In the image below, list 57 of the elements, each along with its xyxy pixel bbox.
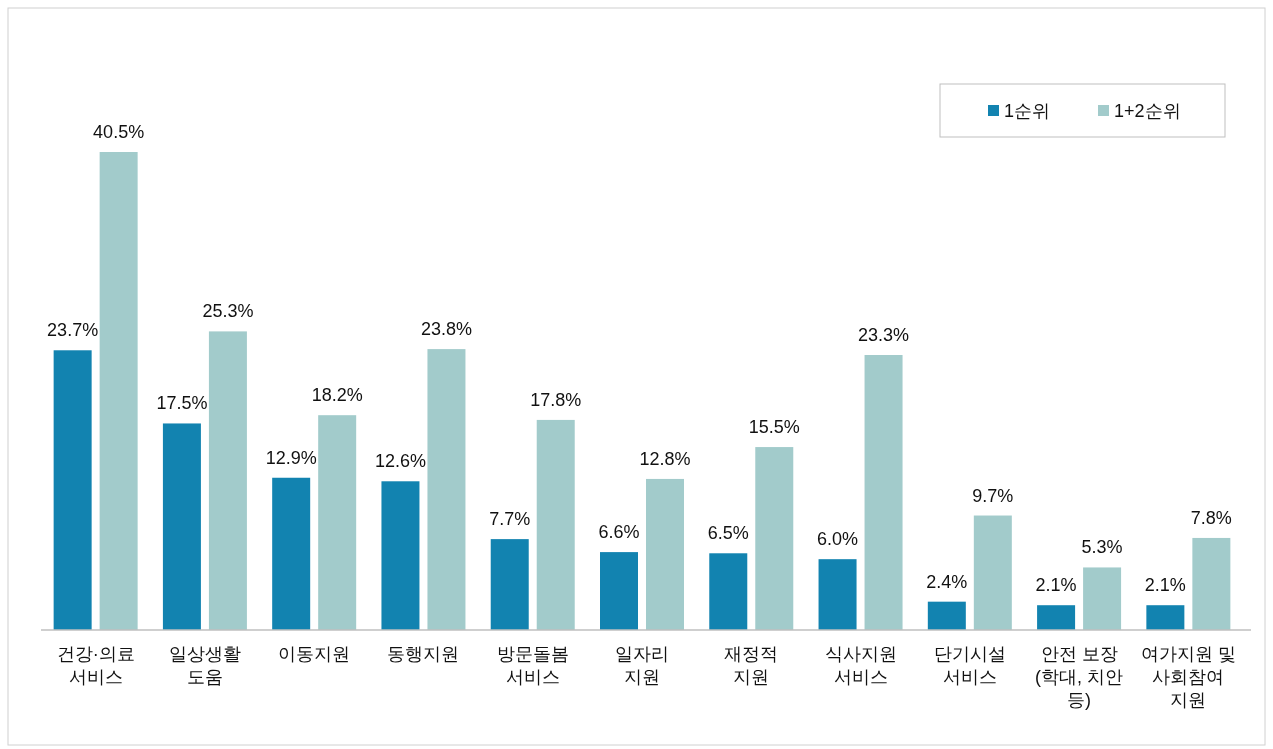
data-label: 2.1%: [1035, 575, 1077, 596]
bar: [864, 355, 903, 630]
bar: [208, 331, 247, 630]
bar: [1037, 605, 1076, 630]
x-tick-label: 안전 보장 (학대, 치안 등): [1035, 644, 1124, 710]
data-label: 7.8%: [1190, 507, 1232, 528]
bar: [646, 478, 684, 630]
data-label: 6.0%: [817, 529, 859, 550]
data-label: 7.7%: [489, 509, 531, 530]
bar: [272, 477, 311, 630]
bar: [1146, 605, 1185, 630]
bar: [162, 423, 201, 630]
data-label: 23.3%: [858, 325, 910, 345]
bar: [99, 152, 138, 630]
x-tick-label: 방문돌봄 서비스: [496, 644, 569, 687]
data-label: 23.7%: [47, 320, 99, 341]
bar: [818, 559, 857, 630]
x-tick-label: 일자리 지원: [615, 644, 669, 687]
bar: [536, 419, 575, 630]
data-label: 6.5%: [707, 523, 749, 544]
x-tick-label: 건강·의료 서비스: [56, 644, 135, 687]
legend-label: 1순위: [1004, 101, 1051, 121]
data-label: 2.4%: [926, 571, 968, 592]
x-tick-label: 식사지원 서비스: [824, 644, 897, 687]
data-label: 12.9%: [265, 447, 317, 468]
bar: [973, 515, 1012, 630]
bar: [318, 415, 357, 630]
bar: [1192, 537, 1231, 630]
data-label: 6.6%: [598, 522, 640, 543]
bar: [490, 539, 529, 630]
bar: [709, 553, 748, 630]
data-label: 17.5%: [156, 393, 208, 414]
x-tick-label: 여가지원 및 사회참여 지원: [1140, 644, 1236, 710]
data-label: 9.7%: [972, 485, 1014, 506]
data-label: 25.3%: [202, 301, 254, 322]
data-label: 18.2%: [311, 385, 363, 406]
x-tick-label: 단기시설 서비스: [933, 644, 1006, 687]
bar: [600, 552, 638, 630]
bar: [1083, 567, 1122, 630]
x-tick-label: 일상생활 도움: [168, 644, 241, 687]
data-label: 15.5%: [748, 417, 800, 438]
bar: [927, 601, 966, 630]
data-label: 23.8%: [420, 319, 472, 340]
bar: [381, 481, 420, 630]
legend-label: 1+2순위: [1114, 101, 1181, 121]
data-label: 5.3%: [1081, 537, 1123, 558]
bar: [53, 350, 92, 630]
data-label: 2.1%: [1144, 575, 1186, 596]
data-label: 17.8%: [530, 389, 582, 410]
x-tick-label: 이동지원: [278, 644, 351, 664]
bar: [755, 447, 794, 630]
bar: [427, 349, 466, 630]
data-label: 12.6%: [374, 451, 426, 472]
x-tick-label: 재정적 지원: [724, 644, 779, 687]
data-label: 12.8%: [639, 448, 691, 469]
x-tick-label: 동행지원: [387, 644, 460, 664]
data-label: 40.5%: [93, 122, 145, 142]
